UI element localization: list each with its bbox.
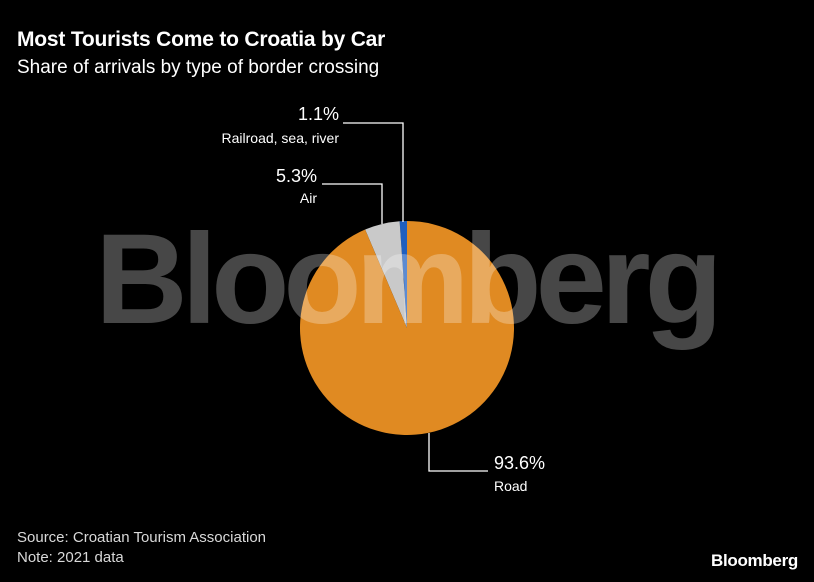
chart-subtitle: Share of arrivals by type of border cros… bbox=[17, 57, 380, 78]
data-note: Note: 2021 data bbox=[17, 549, 124, 566]
category-label-road: Road bbox=[494, 478, 527, 494]
leader-line-road bbox=[428, 433, 488, 472]
value-label-road: 93.6% bbox=[494, 453, 545, 473]
watermark: Bloomberg bbox=[95, 208, 717, 351]
chart-title: Most Tourists Come to Croatia by Car bbox=[17, 28, 386, 51]
category-label-railroad-sea-river: Railroad, sea, river bbox=[222, 130, 340, 146]
category-label-air: Air bbox=[300, 190, 317, 206]
pie-slice-air bbox=[365, 221, 407, 328]
leader-line-railroad-sea-river bbox=[343, 122, 404, 222]
value-label-air: 5.3% bbox=[276, 166, 317, 186]
source-note: Source: Croatian Tourism Association bbox=[17, 529, 267, 546]
pie-slice-road bbox=[299, 220, 514, 435]
pie-slice-railroad-sea-river bbox=[399, 221, 407, 328]
value-label-railroad-sea-river: 1.1% bbox=[298, 104, 339, 124]
leader-line-air bbox=[322, 183, 383, 224]
bloomberg-logo: Bloomberg bbox=[710, 551, 798, 570]
